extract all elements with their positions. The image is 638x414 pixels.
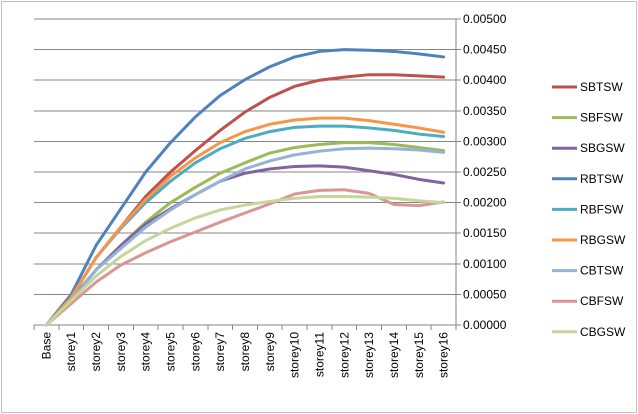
legend: SBTSW SBFSW SBGSW RBTSW RBFSW RBGSW CBTSW CBFSW… xyxy=(552,80,626,339)
legend-label-rbgsw: RBGSW xyxy=(580,233,626,247)
axes xyxy=(33,18,461,330)
y-tick-label: 0.00100 xyxy=(463,257,507,271)
series-line-sbgsw xyxy=(44,164,446,327)
series-line-cbgsw xyxy=(44,194,446,327)
y-tick-label: 0.00450 xyxy=(463,43,507,57)
x-tick-label: storey5 xyxy=(164,332,178,372)
x-tick-label: storey13 xyxy=(362,332,376,378)
y-tick-label: 0.00300 xyxy=(463,134,507,148)
x-tick-label: storey15 xyxy=(412,332,426,378)
y-tick-label: 0.00400 xyxy=(463,73,507,87)
x-tick-label: storey14 xyxy=(387,332,401,378)
x-tick-label: storey2 xyxy=(89,332,103,372)
legend-label-cbtsw: CBTSW xyxy=(580,264,624,278)
legend-label-cbgsw: CBGSW xyxy=(580,325,626,339)
series-line-rbtsw xyxy=(44,48,446,327)
series-line-cbfsw xyxy=(44,188,446,327)
x-tick-label: storey4 xyxy=(139,332,153,372)
x-tick-label: storey8 xyxy=(238,332,252,372)
y-tick-label: 0.00000 xyxy=(463,318,507,332)
x-tick-label: storey1 xyxy=(64,332,78,372)
x-tick-label: storey11 xyxy=(312,332,326,377)
x-tick-label: Base xyxy=(39,332,53,360)
legend-label-sbtsw: SBTSW xyxy=(580,80,623,94)
y-tick-labels: 0.00000 0.00050 0.00100 0.00150 0.00200 0.002… xyxy=(463,12,507,332)
legend-label-rbfsw: RBFSW xyxy=(580,202,624,216)
x-tick-label: storey10 xyxy=(288,332,302,378)
y-tick-label: 0.00200 xyxy=(463,196,507,210)
x-tick-labels: Base storey1 storey2 storey3 storey4 storey5 s… xyxy=(39,332,450,378)
legend-label-sbfsw: SBFSW xyxy=(580,111,623,125)
y-tick-label: 0.00500 xyxy=(463,12,507,26)
y-tick-label: 0.00150 xyxy=(463,226,507,240)
series-line-rbfsw xyxy=(44,124,446,327)
x-tick-label: storey9 xyxy=(263,332,277,372)
x-tick-label: storey6 xyxy=(188,332,202,372)
y-tick-label: 0.00050 xyxy=(463,287,507,301)
y-tick-label: 0.00250 xyxy=(463,165,507,179)
x-tick-label: storey16 xyxy=(437,332,451,378)
x-tick-label: storey12 xyxy=(337,332,351,378)
legend-label-rbtsw: RBTSW xyxy=(580,172,624,186)
legend-label-sbgsw: SBGSW xyxy=(580,141,625,155)
x-tick-label: storey7 xyxy=(213,332,227,372)
legend-label-cbfsw: CBFSW xyxy=(580,294,624,308)
x-tick-label: storey3 xyxy=(114,332,128,372)
series-line-cbtsw xyxy=(44,146,446,327)
series-lines xyxy=(44,48,446,327)
y-tick-label: 0.00350 xyxy=(463,104,507,118)
series-line-rbgsw xyxy=(44,116,446,327)
